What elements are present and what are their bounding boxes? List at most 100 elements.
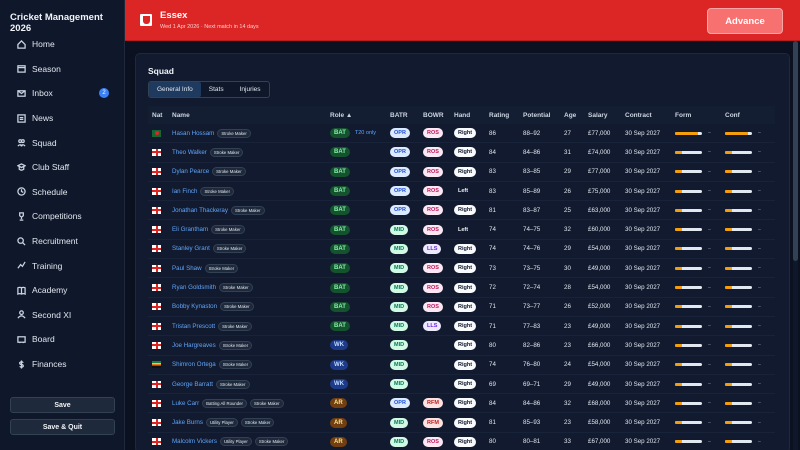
sidebar-item-label: Training xyxy=(32,260,63,271)
salary-cell: £54,000 xyxy=(588,284,611,292)
table-row[interactable]: Bobby Kynaston Stroke Maker BAT MID ROS Right… xyxy=(148,298,775,317)
nationality-flag-icon xyxy=(152,380,161,388)
player-name-link[interactable]: Ryan Goldsmith xyxy=(172,284,217,292)
player-trait-tag: Stroke Maker xyxy=(219,283,253,293)
tab-injuries[interactable]: Injuries xyxy=(239,86,261,93)
main-area: Essex Wed 1 Apr 2026 · Next match in 14 … xyxy=(125,0,800,450)
column-header-hand[interactable]: Hand xyxy=(454,111,471,119)
role-cell: BAT xyxy=(330,186,390,197)
scroll-thumb[interactable] xyxy=(793,41,798,261)
tab-general-info[interactable]: General Info xyxy=(149,82,201,97)
table-row[interactable]: Ryan Goldsmith Stroke Maker BAT MID ROS Right… xyxy=(148,278,775,298)
table-row[interactable]: Jake Burns Utility Player Stroke Maker AR MI… xyxy=(148,413,775,433)
player-name-link[interactable]: Ian Finch xyxy=(172,187,198,195)
player-name-link[interactable]: Jonathan Thackeray xyxy=(172,206,228,214)
batting-role-cell: MID xyxy=(390,301,423,312)
table-row[interactable]: Eli Grantham Stroke Maker BAT MID ROS Left 74 7… xyxy=(148,220,775,240)
conf-bar-fill xyxy=(725,401,732,405)
sidebar-item-news[interactable]: News xyxy=(0,106,124,131)
table-row[interactable]: Tristan Prescott Stroke Maker BAT MID LLS Rig… xyxy=(148,317,775,337)
table-row[interactable]: Shimron Ortega Stroke Maker WK MID Right 74 76… xyxy=(148,356,775,375)
save-quit-button[interactable]: Save & Quit xyxy=(10,419,115,435)
sidebar-item-home[interactable]: Home xyxy=(0,32,124,57)
player-name-link[interactable]: George Barratt xyxy=(172,380,213,388)
table-row[interactable]: Ian Finch Stroke Maker BAT OPR ROS Left 83 85–8… xyxy=(148,182,775,202)
player-name-link[interactable]: Tristan Prescott xyxy=(172,322,216,330)
sidebar-item-academy[interactable]: Academy xyxy=(0,278,124,303)
salary-cell: £75,000 xyxy=(588,187,611,195)
sidebar-item-competitions[interactable]: Competitions xyxy=(0,204,124,229)
sidebar-item-club-staff[interactable]: Club Staff xyxy=(0,155,124,180)
unread-badge: 2 xyxy=(99,88,109,99)
table-row[interactable]: Dylan Pearce Stroke Maker BAT OPR ROS Right 83… xyxy=(148,163,775,182)
role-cell: BAT xyxy=(330,301,390,312)
player-name-link[interactable]: Shimron Ortega xyxy=(172,361,216,369)
potential-cell: 83–87 xyxy=(523,206,541,214)
table-row[interactable]: Jonathan Thackeray Stroke Maker BAT OPR ROS R… xyxy=(148,201,775,221)
column-header-conf[interactable]: Conf xyxy=(725,111,740,119)
column-header-contract[interactable]: Contract xyxy=(625,111,652,119)
role-cell: BAT xyxy=(330,166,390,177)
nationality-cell xyxy=(148,245,172,253)
column-header-age[interactable]: Age xyxy=(564,111,577,119)
batting-role-cell: MID xyxy=(390,379,423,389)
sidebar-item-inbox[interactable]: Inbox 2 xyxy=(0,81,124,106)
table-body: Hasan Hossam Stroke Maker BAT T20 only OPR RO… xyxy=(148,124,775,450)
player-name-link[interactable]: Joe Hargreaves xyxy=(172,341,216,349)
sidebar-item-training[interactable]: Training xyxy=(0,253,124,278)
column-header-bowr[interactable]: BOWR xyxy=(423,111,444,119)
sidebar-item-schedule[interactable]: Schedule xyxy=(0,180,124,205)
form-cell: – xyxy=(675,207,725,213)
conf-trend: – xyxy=(758,168,761,175)
player-name-link[interactable]: Stanley Grant xyxy=(172,245,210,253)
column-header-form[interactable]: Form xyxy=(675,111,692,119)
table-row[interactable]: George Barratt Stroke Maker WK MID Right 69 69… xyxy=(148,375,775,395)
column-header-nat[interactable]: Nat xyxy=(152,111,163,119)
tab-stats[interactable]: Stats xyxy=(208,86,224,93)
table-row[interactable]: Paul Shaw Stroke Maker BAT MID ROS Right 73 73–… xyxy=(148,259,775,279)
player-name-link[interactable]: Paul Shaw xyxy=(172,264,202,272)
column-header-salary[interactable]: Salary xyxy=(588,111,608,119)
conf-trend: – xyxy=(758,342,761,349)
player-name-link[interactable]: Bobby Kynaston xyxy=(172,303,218,311)
player-name-link[interactable]: Theo Walker xyxy=(172,148,207,156)
scrollbar[interactable] xyxy=(793,41,798,450)
nationality-cell xyxy=(148,361,172,369)
conf-bar-fill xyxy=(725,189,732,193)
calendar-icon xyxy=(16,64,26,74)
sidebar-item-squad[interactable]: Squad xyxy=(0,130,124,155)
sidebar-item-season[interactable]: Season xyxy=(0,57,124,82)
sidebar-item-finances[interactable]: Finances xyxy=(0,352,124,377)
advance-button[interactable]: Advance xyxy=(707,8,783,34)
form-bar xyxy=(675,343,702,347)
sidebar-item-second-xi[interactable]: Second XI xyxy=(0,303,124,328)
column-header-rating[interactable]: Rating xyxy=(489,111,510,119)
sidebar-item-recruitment[interactable]: Recruitment xyxy=(0,229,124,254)
conf-cell: – xyxy=(725,439,775,445)
player-name-link[interactable]: Dylan Pearce xyxy=(172,168,210,176)
table-row[interactable]: Theo Walker Stroke Maker BAT OPR ROS Right 84 8… xyxy=(148,143,775,163)
form-trend: – xyxy=(708,207,711,214)
player-name-link[interactable]: Jake Burns xyxy=(172,419,203,427)
table-row[interactable]: Joe Hargreaves Stroke Maker WK MID Right 80 82… xyxy=(148,336,775,356)
column-header-name[interactable]: Name xyxy=(172,111,190,119)
form-bar-fill xyxy=(675,363,682,367)
sidebar-item-board[interactable]: Board xyxy=(0,327,124,352)
table-row[interactable]: Luke Carr Batting All Rounder Stroke Maker… xyxy=(148,394,775,414)
form-bar-fill xyxy=(675,324,682,328)
column-header-role[interactable]: Role ▲ xyxy=(330,111,353,119)
salary-cell: £54,000 xyxy=(588,245,611,253)
table-row[interactable]: Malcolm Vickers Utility Player Stroke Make… xyxy=(148,433,775,450)
table-row[interactable]: Hasan Hossam Stroke Maker BAT T20 only OPR RO… xyxy=(148,124,775,144)
player-name-link[interactable]: Luke Carr xyxy=(172,399,200,407)
player-name-link[interactable]: Hasan Hossam xyxy=(172,129,215,137)
table-row[interactable]: Stanley Grant Stroke Maker BAT MID LLS Right 7… xyxy=(148,240,775,260)
form-bar-fill xyxy=(675,305,682,309)
save-button[interactable]: Save xyxy=(10,397,115,413)
player-name-link[interactable]: Eli Grantham xyxy=(172,226,209,234)
player-trait-tag: Stroke Maker xyxy=(212,244,247,254)
rating-cell: 83 xyxy=(489,168,496,176)
player-name-link[interactable]: Malcolm Vickers xyxy=(172,438,217,446)
column-header-potential[interactable]: Potential xyxy=(523,111,551,119)
column-header-batr[interactable]: BATR xyxy=(390,111,408,119)
